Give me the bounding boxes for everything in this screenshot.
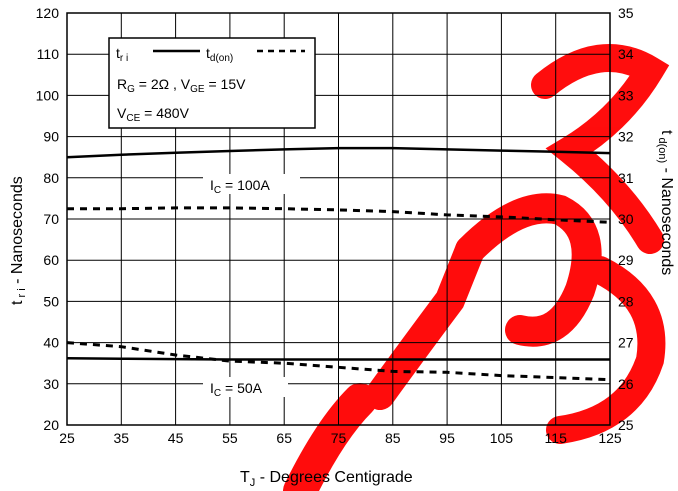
watermark-stroke-4 bbox=[531, 44, 670, 254]
y-left-tick-label: 60 bbox=[43, 252, 59, 268]
y-right-tick-label: 32 bbox=[618, 129, 634, 145]
svg-text:IC = 50A: IC = 50A bbox=[210, 380, 263, 399]
watermark-stroke-3 bbox=[455, 193, 602, 347]
y-left-tick-label: 20 bbox=[43, 417, 59, 433]
y-left-tick-label: 70 bbox=[43, 211, 59, 227]
x-tick-label: 75 bbox=[331, 430, 347, 446]
y-left-tick-label: 30 bbox=[43, 376, 59, 392]
y-right-tick-label: 25 bbox=[618, 417, 634, 433]
y-left-tick-label: 40 bbox=[43, 335, 59, 351]
y-right-tick-label: 35 bbox=[618, 5, 634, 21]
y-left-tick-label: 100 bbox=[36, 87, 60, 103]
y-right-tick-label: 29 bbox=[618, 252, 634, 268]
y-right-tick-label: 31 bbox=[618, 170, 634, 186]
legend-tri-label: tr i bbox=[116, 45, 128, 64]
series-layer bbox=[66, 146, 611, 382]
legend: tr i td(on) RG = 2Ω , VGE = 15V VCE = 48… bbox=[108, 37, 316, 129]
watermark-stroke-5 bbox=[546, 256, 666, 444]
y-right-tick-label: 27 bbox=[618, 335, 634, 351]
x-tick-label: 85 bbox=[385, 430, 401, 446]
x-tick-label: 35 bbox=[114, 430, 130, 446]
x-tick-label: 125 bbox=[598, 430, 622, 446]
legend-tdon-label: td(on) bbox=[206, 45, 233, 64]
y-axis-right-label: t d(on) - Nanoseconds bbox=[656, 130, 675, 275]
legend-box bbox=[108, 37, 316, 129]
watermark bbox=[283, 44, 670, 491]
tick-labels: 25 35 45 55 65 75 85 95 105 115 125 20 30 40 50 60 70 80 9… bbox=[36, 5, 634, 446]
svg-text:IC = 100A: IC = 100A bbox=[210, 177, 270, 196]
x-tick-label: 95 bbox=[439, 430, 455, 446]
x-axis-label: TJ - Degrees Centigrade bbox=[240, 469, 413, 489]
legend-conditions-line2: VCE = 480V bbox=[117, 105, 190, 124]
y-right-tick-label: 34 bbox=[618, 46, 634, 62]
series-line-0 bbox=[66, 146, 611, 159]
y-right-tick-label: 26 bbox=[618, 376, 634, 392]
y-right-tick-label: 33 bbox=[618, 87, 634, 103]
series-line-3 bbox=[66, 341, 611, 382]
x-tick-label: 115 bbox=[545, 430, 568, 446]
plot-frame bbox=[66, 12, 611, 426]
annotation-ic-50a: IC = 50A bbox=[203, 377, 288, 399]
x-tick-label: 105 bbox=[490, 430, 514, 446]
y-left-tick-label: 50 bbox=[43, 293, 59, 309]
x-tick-label: 65 bbox=[276, 430, 292, 446]
y-axis-left-label: t r i - Nanoseconds bbox=[9, 176, 28, 305]
series-line-2 bbox=[66, 357, 610, 361]
y-left-tick-label: 120 bbox=[36, 5, 60, 21]
x-tick-label: 45 bbox=[168, 430, 184, 446]
y-right-tick-label: 30 bbox=[618, 211, 634, 227]
legend-conditions-line1: RG = 2Ω , VGE = 15V bbox=[117, 76, 246, 95]
watermark-stroke-1 bbox=[283, 383, 377, 491]
y-left-tick-label: 80 bbox=[43, 170, 59, 186]
x-tick-label: 25 bbox=[59, 430, 75, 446]
annotation-ic-100a: IC = 100A bbox=[203, 174, 300, 196]
watermark-stroke-2 bbox=[365, 235, 485, 410]
y-left-tick-label: 90 bbox=[43, 129, 59, 145]
y-left-tick-label: 110 bbox=[37, 46, 60, 62]
y-right-tick-label: 28 bbox=[618, 293, 634, 309]
x-tick-label: 55 bbox=[222, 430, 238, 446]
